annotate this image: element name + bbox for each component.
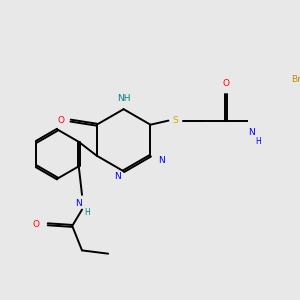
- Text: O: O: [33, 220, 40, 229]
- Text: NH: NH: [117, 94, 130, 103]
- Text: N: N: [248, 128, 255, 136]
- Text: Br: Br: [291, 75, 300, 84]
- Text: O: O: [222, 79, 229, 88]
- Text: N: N: [158, 156, 165, 165]
- Text: N: N: [75, 199, 82, 208]
- Text: H: H: [255, 137, 261, 146]
- Text: N: N: [114, 172, 120, 181]
- Text: H: H: [84, 208, 90, 217]
- Text: S: S: [172, 116, 178, 125]
- Text: O: O: [57, 116, 64, 125]
